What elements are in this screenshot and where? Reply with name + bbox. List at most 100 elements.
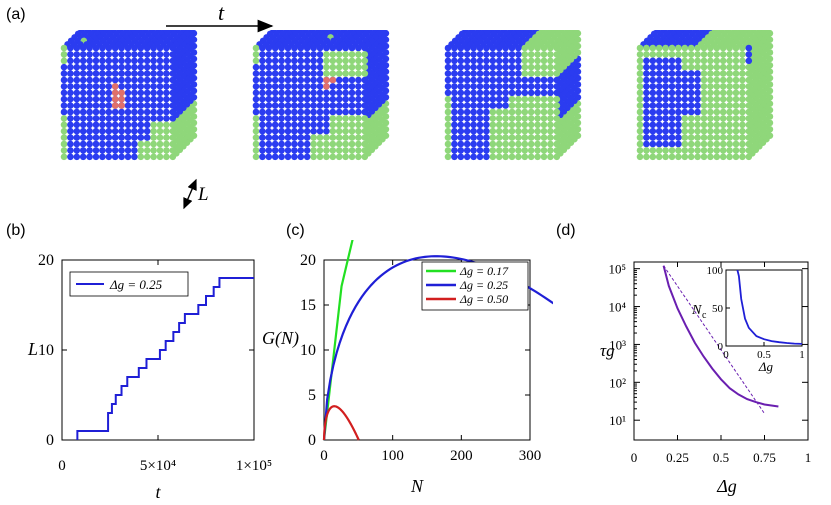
inset-y-tick-label: 100 [707,265,724,277]
lattice-site [361,63,369,71]
lattice-site [252,153,260,161]
lattice-site [719,51,727,58]
lattice-site [668,76,676,84]
lattice-site [527,140,535,148]
lattice-site [547,76,554,84]
lattice-site [169,95,177,103]
lattice-site [118,115,125,122]
lattice-site [111,63,119,71]
lattice-site [259,83,266,90]
lattice-site [169,70,177,77]
lattice-site [502,140,509,148]
lattice-site [118,44,125,52]
lattice-site [105,127,113,135]
chart-d-log-plot: 0 0.25 0.5 0.75 1 10¹ 10² 10³ 10⁴ 10⁵ Δg τg 0 0.5 1 0 50… [600,261,811,496]
lattice-site [739,83,746,90]
lattice-site [297,153,305,161]
lattice-site [342,121,349,129]
lattice-site [527,57,535,65]
lattice-site [361,89,369,97]
lattice-site [662,70,669,77]
lattice-site [502,51,509,58]
lattice-site [470,44,477,52]
lattice-site [547,108,554,116]
lattice-site [726,108,733,116]
lattice-site [355,127,362,135]
lattice-site [297,121,305,129]
lattice-site [489,102,497,109]
lattice-site [131,102,138,109]
lattice-site [700,147,708,154]
lattice-site [636,134,644,141]
lattice-site [79,95,87,103]
lattice-site [303,108,311,116]
lattice-site [662,127,669,135]
lattice-site [655,147,663,154]
lattice-site [92,121,100,129]
lattice-site [502,89,509,97]
lattice-site [694,102,701,109]
lattice-site [655,76,663,84]
lattice-site [732,63,740,71]
lattice-site [515,83,522,90]
lattice-site [92,76,100,84]
lattice-site [291,57,298,65]
lattice-site [643,63,650,71]
lattice-site [137,51,145,58]
lattice-site [105,51,113,58]
lattice-site [553,140,561,148]
lattice-site [137,76,145,84]
lattice-site [150,115,157,122]
lattice-site [92,140,100,148]
lattice-site [252,57,260,65]
lattice-site [265,108,273,116]
lattice-site [297,102,305,109]
lattice-site [508,95,516,103]
lattice-site [508,70,516,77]
lattice-site [681,63,689,71]
lattice-site [719,134,727,141]
lattice-site [163,127,170,135]
y-axis-label: L [27,339,38,359]
lattice-site [668,44,676,52]
lattice-site [342,115,349,122]
lattice-site [323,127,330,135]
lattice-site [489,140,497,148]
lattice-site [521,76,529,84]
lattice-site [502,121,509,129]
lattice-site [316,127,324,135]
lattice-site [259,89,266,97]
lattice-site [99,153,106,161]
lattice-site [662,121,669,129]
lattice-site [534,127,541,135]
lattice-site [515,127,522,135]
lattice-site [118,140,125,148]
lattice-site [515,89,522,97]
lattice-site [732,134,740,141]
lattice-site [515,153,522,161]
legend-label: Δg = 0.17 [459,264,509,278]
lattice-site [726,95,733,103]
lattice-site [271,76,279,84]
lattice-site [92,127,100,135]
lattice-site [745,153,753,161]
lattice-site [649,108,657,116]
lattice-site [316,51,324,58]
lattice-site [73,121,81,129]
lattice-site [67,102,74,109]
lattice-site [444,70,452,77]
lattice-site [694,134,701,141]
series-line [662,265,779,408]
lattice-site [79,140,87,148]
lattice-site [636,89,644,97]
lattice-site [73,147,81,154]
lattice-site [163,89,170,97]
lattice-site [662,134,669,141]
lattice-site [662,147,669,154]
lattice-site [342,89,349,97]
lattice-site [707,102,714,109]
lattice-site [521,95,529,103]
lattice-site [348,108,356,116]
lattice-site [284,89,292,97]
nucleus-site [323,83,330,90]
